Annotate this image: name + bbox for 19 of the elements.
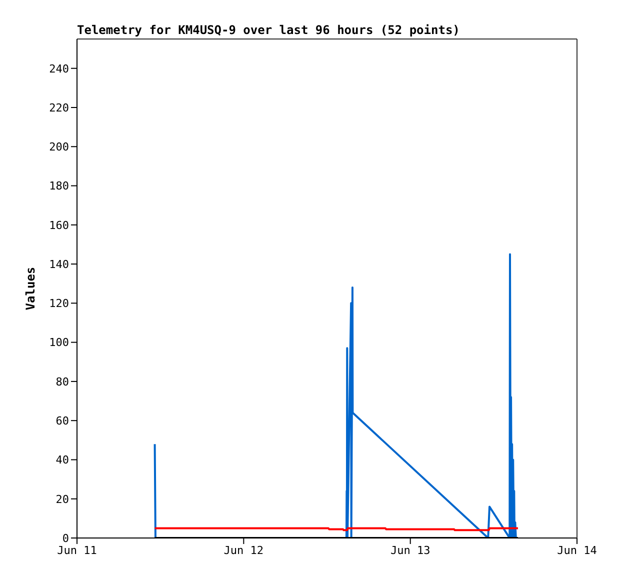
y-tick-label: 160	[49, 218, 69, 232]
x-tick-label: Jun 11	[57, 544, 97, 557]
y-tick-label: 0	[62, 532, 69, 545]
y-tick-label: 60	[56, 414, 69, 428]
y-tick-label: 240	[49, 62, 69, 76]
chart-title: Telemetry for KM4USQ-9 over last 96 hours (52 points)	[77, 23, 460, 37]
y-tick-label: 200	[49, 140, 69, 154]
y-tick-label: 40	[56, 454, 69, 467]
y-axis-title: Values	[23, 266, 38, 310]
y-tick-label: 180	[49, 180, 69, 193]
x-tick-label: Jun 13	[390, 544, 430, 557]
y-tick-label: 220	[49, 101, 69, 114]
y-tick-label: 140	[49, 258, 69, 271]
y-tick-label: 80	[56, 375, 69, 388]
x-tick-label: Jun 12	[224, 544, 264, 557]
y-tick-label: 100	[49, 336, 69, 350]
y-tick-label: 120	[49, 297, 69, 310]
y-tick-label: 20	[56, 492, 69, 506]
x-tick-label: Jun 14	[557, 544, 598, 557]
